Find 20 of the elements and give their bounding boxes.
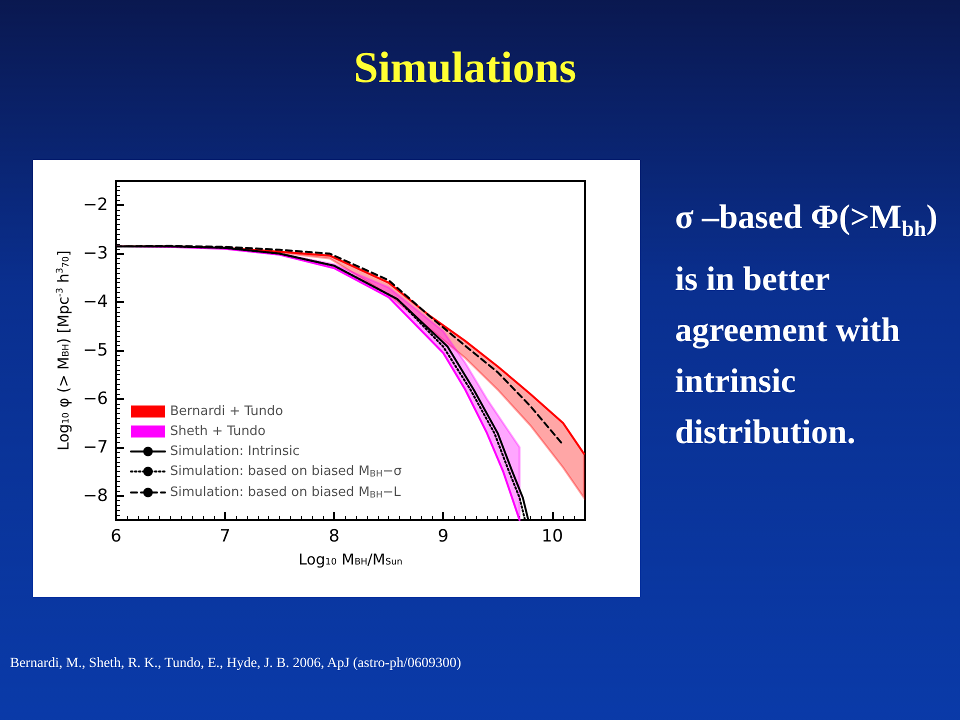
legend-label: Simulation: Intrinsic bbox=[170, 444, 300, 459]
y-tick-label: −5 bbox=[82, 340, 108, 360]
x-axis-title: Log10 MBH/MSun bbox=[298, 550, 403, 568]
x-tick-label: 8 bbox=[328, 526, 340, 546]
legend-label: Bernardi + Tundo bbox=[170, 404, 284, 419]
y-tick-label: −3 bbox=[82, 244, 108, 264]
text: Bernardi, M., Sheth, R. K., Tundo, E., Hyde, J. B. 2006, ApJ (astro-ph/0609300) bbox=[10, 656, 462, 672]
y-tick-label: −2 bbox=[82, 195, 108, 216]
chart-title: Simulations bbox=[352, 42, 578, 93]
x-tick-label: 10 bbox=[541, 526, 564, 546]
x-tick-label: 7 bbox=[220, 526, 230, 546]
y-tick-label: −6 bbox=[82, 388, 108, 409]
text: Log10 φ (> MBH) [Mpc-3 h370] bbox=[54, 250, 72, 451]
y-tick-label: −8 bbox=[82, 486, 108, 506]
text: σ –based Φ(>M$_{bh}$) is in better agreement with intrinsic distribution. bbox=[675, 199, 938, 451]
x-tick-label: 6 bbox=[110, 526, 122, 546]
y-tick-label: −7 bbox=[82, 437, 108, 458]
legend-label: Sheth + Tundo bbox=[170, 424, 266, 439]
y-tick-label: −4 bbox=[82, 292, 108, 312]
x-tick-label: 9 bbox=[438, 526, 449, 546]
